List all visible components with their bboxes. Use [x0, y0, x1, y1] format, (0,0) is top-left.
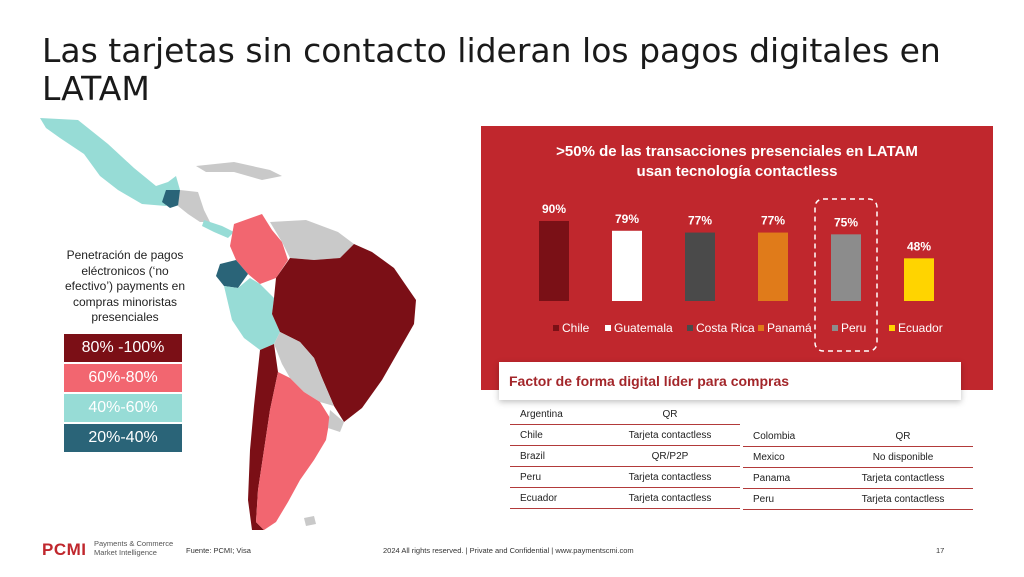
legend-label-chile: Chile [562, 321, 590, 335]
factor-left-row: Peru Tarjeta contactless [510, 466, 740, 488]
legend-label-guatemala: Guatemala [614, 321, 673, 335]
map-colombia [230, 214, 288, 284]
bar-label-ecuador: 48% [907, 239, 931, 253]
legend-label-ecuador: Ecuador [898, 321, 943, 335]
legend-60-80: 60%-80% [64, 364, 182, 392]
legend-swatch-chile [553, 325, 559, 331]
legend-heading-line: efectivo’) payments en [64, 279, 186, 293]
legend-heading-line: compras minoristas [72, 294, 178, 309]
bar-chart: 90% 79% 77% 77% 75% 48% Chile Guatemala Costa Ri… [539, 198, 943, 352]
brand-logo: PCMI [42, 540, 87, 559]
factor-right-row: Colombia QR [743, 426, 973, 447]
country-cell: Chile [510, 424, 600, 446]
brand-subtitle-line: Payments & Commerce [94, 539, 174, 548]
bar-panam [758, 232, 788, 301]
map-caribbean [196, 162, 282, 180]
legend-swatch-panam [758, 325, 764, 331]
map-islands [304, 516, 316, 526]
legend-40-60: 40%-60% [64, 394, 182, 422]
map-uruguay [328, 410, 344, 432]
map-chile [248, 344, 278, 530]
form-factor-cell: Tarjeta contactless [600, 466, 740, 488]
chart-title-line: >50% de las transacciones presenciales e… [556, 143, 918, 160]
form-factor-cell: No disponible [833, 446, 973, 468]
bar-label-panam: 77% [761, 214, 785, 228]
legend-20-40: 20%-40% [64, 424, 182, 452]
map-mexico [40, 118, 180, 206]
form-factor-cell: Tarjeta contactless [600, 424, 740, 446]
legend-80-100: 80% -100% [64, 334, 182, 362]
factor-title: Factor de forma digital líder para compr… [509, 373, 790, 389]
factor-title-box: Factor de forma digital líder para compr… [499, 362, 961, 400]
legend-label-panam: Panamá [767, 321, 812, 335]
bar-label-guatemala: 79% [615, 212, 639, 226]
contactless-chart-panel: >50% de las transacciones presenciales e… [481, 126, 993, 390]
country-cell: Brazil [510, 445, 600, 467]
map-central-america [178, 190, 210, 222]
form-factor-cell: Tarjeta contactless [600, 487, 740, 509]
bar-ecuador [904, 258, 934, 301]
form-factor-cell: QR [600, 404, 740, 425]
factor-right-row: Peru Tarjeta contactless [743, 488, 973, 510]
factor-right-row: Mexico No disponible [743, 446, 973, 468]
legend-label-peru: Peru [841, 321, 866, 335]
chart-title: >50% de las transacciones presenciales e… [481, 142, 993, 182]
legend-heading-line: eléctronicos (‘no [81, 263, 169, 278]
source-note: Fuente: PCMI; Visa [186, 546, 251, 555]
legend-swatch-guatemala [605, 325, 611, 331]
latam-map [40, 118, 416, 530]
legend-swatch-ecuador [889, 325, 895, 331]
page-title: Las tarjetas sin contacto lideran los pa… [42, 31, 941, 108]
form-factor-cell: QR/P2P [600, 445, 740, 467]
map-ecuador [216, 260, 248, 288]
bar-peru [831, 234, 861, 301]
form-factor-cell: Tarjeta contactless [833, 488, 973, 510]
country-cell: Ecuador [510, 487, 600, 509]
form-factor-cell: QR [833, 426, 973, 447]
page-number: 17 [936, 546, 945, 555]
legend-swatch-peru [832, 325, 838, 331]
rights-note: 2024 All rights reserved. | Private and … [383, 546, 634, 555]
factor-left-row: Brazil QR/P2P [510, 445, 740, 467]
bar-label-chile: 90% [542, 202, 566, 216]
country-cell: Panama [743, 467, 833, 489]
map-brazil [272, 244, 416, 422]
form-factor-cell: Tarjeta contactless [833, 467, 973, 489]
country-cell: Peru [743, 488, 833, 510]
factor-right-row: Panama Tarjeta contactless [743, 467, 973, 489]
legend-heading-line: Penetración de pagos [66, 248, 184, 262]
bar-chile [539, 221, 569, 301]
legend-label-costarica: Costa Rica [696, 321, 755, 335]
map-bolivia-paraguay [274, 332, 334, 406]
legend-swatch-costarica [687, 325, 693, 331]
factor-table-right: Colombia QR Mexico No disponible Panama Tarje… [743, 426, 973, 510]
legend-heading-line: presenciales [91, 310, 159, 324]
country-cell: Mexico [743, 446, 833, 468]
factor-left-row: Chile Tarjeta contactless [510, 424, 740, 446]
factor-table-left: Argentina QR Chile Tarjeta contactless Brazi… [510, 404, 740, 509]
country-cell: Argentina [510, 404, 600, 425]
country-cell: Peru [510, 466, 600, 488]
map-guatemala [162, 190, 182, 208]
highlight-box-peru [814, 198, 878, 352]
factor-left-row: Ecuador Tarjeta contactless [510, 487, 740, 509]
map-argentina [256, 372, 330, 530]
bar-label-peru: 75% [834, 215, 858, 229]
brand-subtitle: Payments & Commerce Market Intelligence [94, 539, 173, 557]
brand-subtitle-line: Market Intelligence [94, 548, 157, 557]
country-cell: Colombia [743, 426, 833, 447]
map-venezuela [270, 220, 354, 260]
legend-heading: Penetración de pagos eléctronicos (‘no e… [60, 248, 190, 326]
bar-costarica [685, 232, 715, 301]
map-costa-rica-panama [202, 220, 234, 238]
bar-guatemala [612, 230, 642, 301]
bar-label-costarica: 77% [688, 214, 712, 228]
map-peru [224, 278, 280, 350]
chart-title-line: usan tecnología contactless [636, 163, 838, 180]
factor-left-row: Argentina QR [510, 404, 740, 425]
